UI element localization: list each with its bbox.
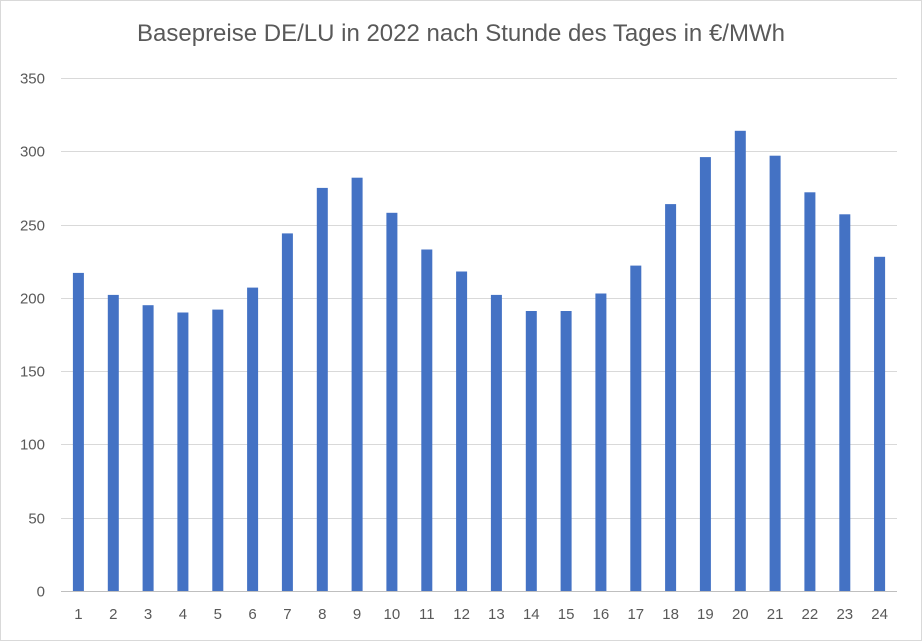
bar-hour-22 (804, 192, 816, 592)
x-tick-label: 17 (627, 606, 644, 623)
x-tick-label: 6 (248, 606, 256, 623)
x-tick-label: 11 (419, 606, 435, 623)
y-tick-label: 50 (28, 511, 45, 528)
bar-hour-11 (421, 249, 433, 591)
x-tick-label: 22 (802, 606, 819, 623)
x-tick-label: 8 (318, 606, 326, 623)
bar-hour-3 (142, 305, 154, 591)
chart-title: Basepreise DE/LU in 2022 nach Stunde des… (137, 20, 785, 47)
bar-hour-7 (281, 233, 293, 591)
bar-hour-8 (316, 187, 328, 591)
y-tick-label: 200 (20, 291, 45, 308)
bar-hour-20 (734, 130, 746, 592)
x-tick-label: 7 (283, 606, 291, 623)
x-tick-label: 10 (384, 606, 401, 623)
bar-hour-13 (490, 294, 502, 591)
bar-hour-17 (630, 265, 642, 591)
x-tick-label: 21 (767, 606, 784, 623)
x-tick-label: 19 (697, 606, 714, 623)
x-tick-label: 20 (732, 606, 749, 623)
bar-hour-10 (386, 212, 398, 592)
bar-hour-19 (699, 157, 711, 591)
x-tick-label: 18 (662, 606, 679, 623)
bar-hour-18 (665, 204, 677, 591)
x-tick-label: 16 (593, 606, 610, 623)
bar-hour-23 (839, 214, 851, 592)
y-tick-label: 0 (37, 584, 45, 601)
x-tick-label: 12 (453, 606, 470, 623)
y-tick-label: 100 (20, 437, 45, 454)
bar-hour-5 (212, 309, 224, 591)
x-tick-label: 23 (836, 606, 853, 623)
bar-hour-24 (874, 256, 886, 591)
x-tick-label: 14 (523, 606, 540, 623)
bar-hour-9 (351, 177, 363, 591)
x-tick-label: 13 (488, 606, 505, 623)
y-axis-tick-labels: 0 50 100 150 200 250 300 350 (20, 71, 45, 601)
y-tick-label: 300 (20, 144, 45, 161)
y-tick-label: 150 (20, 364, 45, 381)
bar-hour-2 (107, 294, 119, 591)
bar-hour-21 (769, 155, 781, 591)
bar-hour-16 (595, 293, 607, 591)
bar-hour-1 (72, 272, 84, 591)
x-tick-label: 9 (353, 606, 361, 623)
x-axis-tick-labels: 1 2 3 4 5 6 7 8 9 10 11 12 13 14 15 16 17 18 19 20 21 22 23 24 (74, 606, 888, 623)
y-tick-label: 350 (20, 71, 45, 88)
x-tick-label: 3 (144, 606, 152, 623)
x-tick-label: 5 (214, 606, 222, 623)
x-tick-label: 24 (871, 606, 888, 623)
x-tick-label: 1 (74, 606, 82, 623)
x-tick-label: 2 (109, 606, 117, 623)
y-tick-label: 250 (20, 218, 45, 235)
bar-hour-12 (456, 271, 468, 591)
gridlines (61, 78, 897, 519)
x-tick-label: 4 (179, 606, 187, 623)
x-tick-label: 15 (558, 606, 575, 623)
bars (72, 130, 886, 592)
bar-hour-4 (177, 312, 189, 591)
bar-hour-6 (247, 287, 259, 591)
bar-hour-15 (560, 311, 572, 591)
bar-hour-14 (525, 311, 537, 591)
